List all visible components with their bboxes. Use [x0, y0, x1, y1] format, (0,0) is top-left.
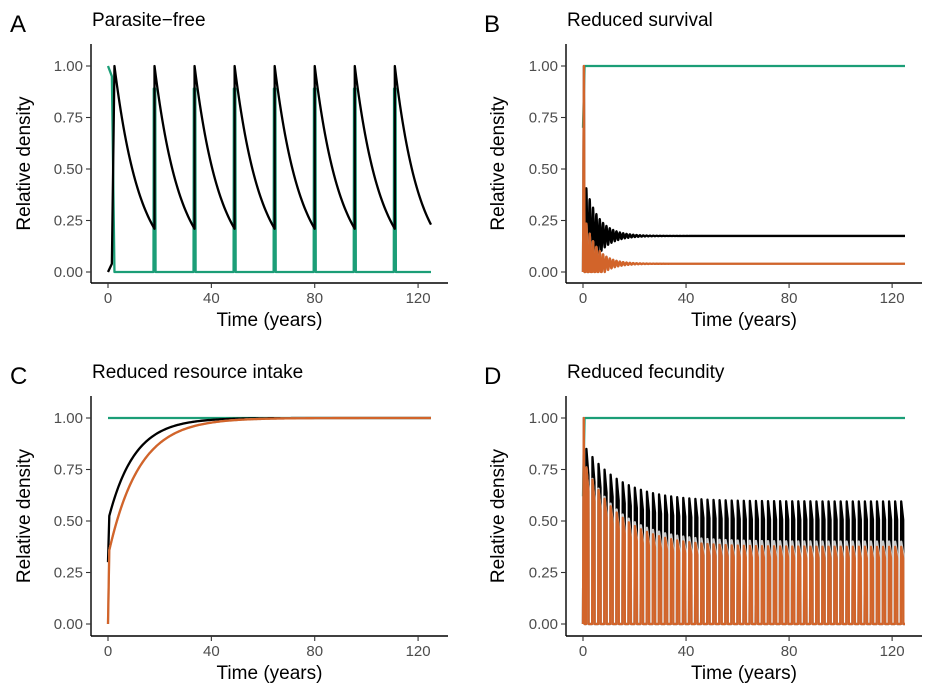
series-line-green [581, 416, 905, 497]
panel-letter: C [10, 363, 27, 390]
x-tick-label: 120 [880, 290, 905, 307]
panel-title: Parasite−free [92, 10, 206, 31]
x-tick-label: 0 [579, 290, 587, 307]
x-tick-label: 80 [781, 643, 798, 660]
series-line-orange [106, 416, 431, 625]
series-line-grey [581, 64, 907, 274]
series-line-green [581, 64, 905, 128]
x-tick-label: 0 [104, 290, 112, 307]
x-tick-label: 40 [678, 290, 695, 307]
x-axis-label: Time (years) [691, 310, 797, 331]
x-axis-label: Time (years) [691, 663, 797, 684]
y-tick-label: 0.25 [529, 213, 558, 230]
y-tick-label: 1.00 [529, 58, 558, 75]
y-tick-label: 0.75 [54, 110, 83, 127]
x-tick-label: 80 [306, 643, 323, 660]
panel-letter: D [484, 363, 501, 390]
x-tick-label: 80 [781, 290, 798, 307]
panel-title: Reduced fecundity [567, 362, 725, 383]
x-axis-label: Time (years) [217, 310, 323, 331]
y-axis-label: Relative density [488, 448, 509, 583]
y-tick-label: 0.75 [529, 462, 558, 479]
x-tick-label: 40 [203, 290, 220, 307]
y-tick-label: 0.00 [529, 616, 558, 633]
series-line-black [106, 64, 433, 273]
y-tick-label: 0.50 [529, 513, 558, 530]
chart-panel-b: B Reduced survival 0.00 0.25 0.50 0.75 1.00 0 40… [484, 10, 922, 331]
series-line-black [581, 64, 907, 274]
y-tick-label: 0.50 [54, 161, 83, 178]
series-line-grey [106, 416, 431, 625]
y-tick-label: 0.50 [529, 161, 558, 178]
panel-title: Reduced survival [567, 10, 713, 31]
y-tick-label: 0.00 [54, 264, 83, 281]
x-axis-label: Time (years) [217, 663, 323, 684]
x-tick-label: 80 [306, 290, 323, 307]
y-axis-label: Relative density [488, 96, 509, 231]
series-line-orange [581, 64, 907, 274]
series-line-black [106, 416, 431, 563]
y-tick-label: 0.50 [54, 513, 83, 530]
y-tick-label: 1.00 [54, 58, 83, 75]
x-tick-label: 40 [203, 643, 220, 660]
x-tick-label: 120 [406, 643, 431, 660]
panel-letter: B [484, 11, 500, 38]
y-axis-label: Relative density [14, 448, 35, 583]
y-tick-label: 0.75 [529, 110, 558, 127]
series-line-green [106, 65, 431, 274]
panel-title: Reduced resource intake [92, 362, 303, 383]
y-axis-label: Relative density [14, 96, 35, 231]
x-tick-label: 0 [104, 643, 112, 660]
x-tick-label: 0 [579, 643, 587, 660]
series-line-orange [581, 416, 905, 626]
x-tick-label: 120 [406, 290, 431, 307]
chart-panel-d: D Reduced fecundity 0.00 0.25 0.50 0.75 1.00 0 4… [484, 362, 922, 684]
y-tick-label: 0.00 [529, 264, 558, 281]
chart-panel-c: C Reduced resource intake 0.00 0.25 0.50 0.75… [10, 362, 448, 684]
chart-panel-a: A Parasite−free 0.00 0.25 0.50 0.75 1.00 0 40 80 1… [10, 10, 448, 331]
y-tick-label: 0.25 [529, 565, 558, 582]
y-tick-label: 0.75 [54, 462, 83, 479]
y-tick-label: 0.00 [54, 616, 83, 633]
y-tick-label: 1.00 [529, 410, 558, 427]
y-tick-label: 0.25 [54, 213, 83, 230]
x-tick-label: 40 [678, 643, 695, 660]
x-tick-label: 120 [880, 643, 905, 660]
y-tick-label: 0.25 [54, 565, 83, 582]
y-tick-label: 1.00 [54, 410, 83, 427]
panel-letter: A [10, 11, 26, 38]
